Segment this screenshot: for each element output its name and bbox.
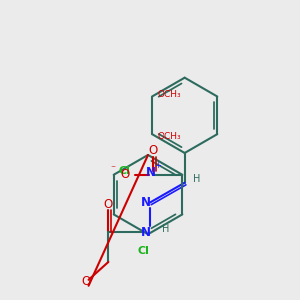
Text: N: N [141, 226, 151, 239]
Text: OCH₃: OCH₃ [157, 90, 181, 99]
Text: N: N [146, 166, 156, 179]
Text: O: O [120, 168, 130, 181]
Text: O: O [81, 275, 90, 288]
Text: O: O [104, 198, 113, 211]
Text: H: H [162, 224, 169, 234]
Text: +: + [154, 161, 161, 170]
Text: OCH₃: OCH₃ [157, 132, 181, 141]
Text: Cl: Cl [137, 246, 149, 256]
Text: ⁻: ⁻ [110, 164, 116, 174]
Text: H: H [193, 174, 200, 184]
Text: Cl: Cl [119, 166, 130, 176]
Text: N: N [141, 196, 151, 209]
Text: O: O [148, 143, 157, 157]
